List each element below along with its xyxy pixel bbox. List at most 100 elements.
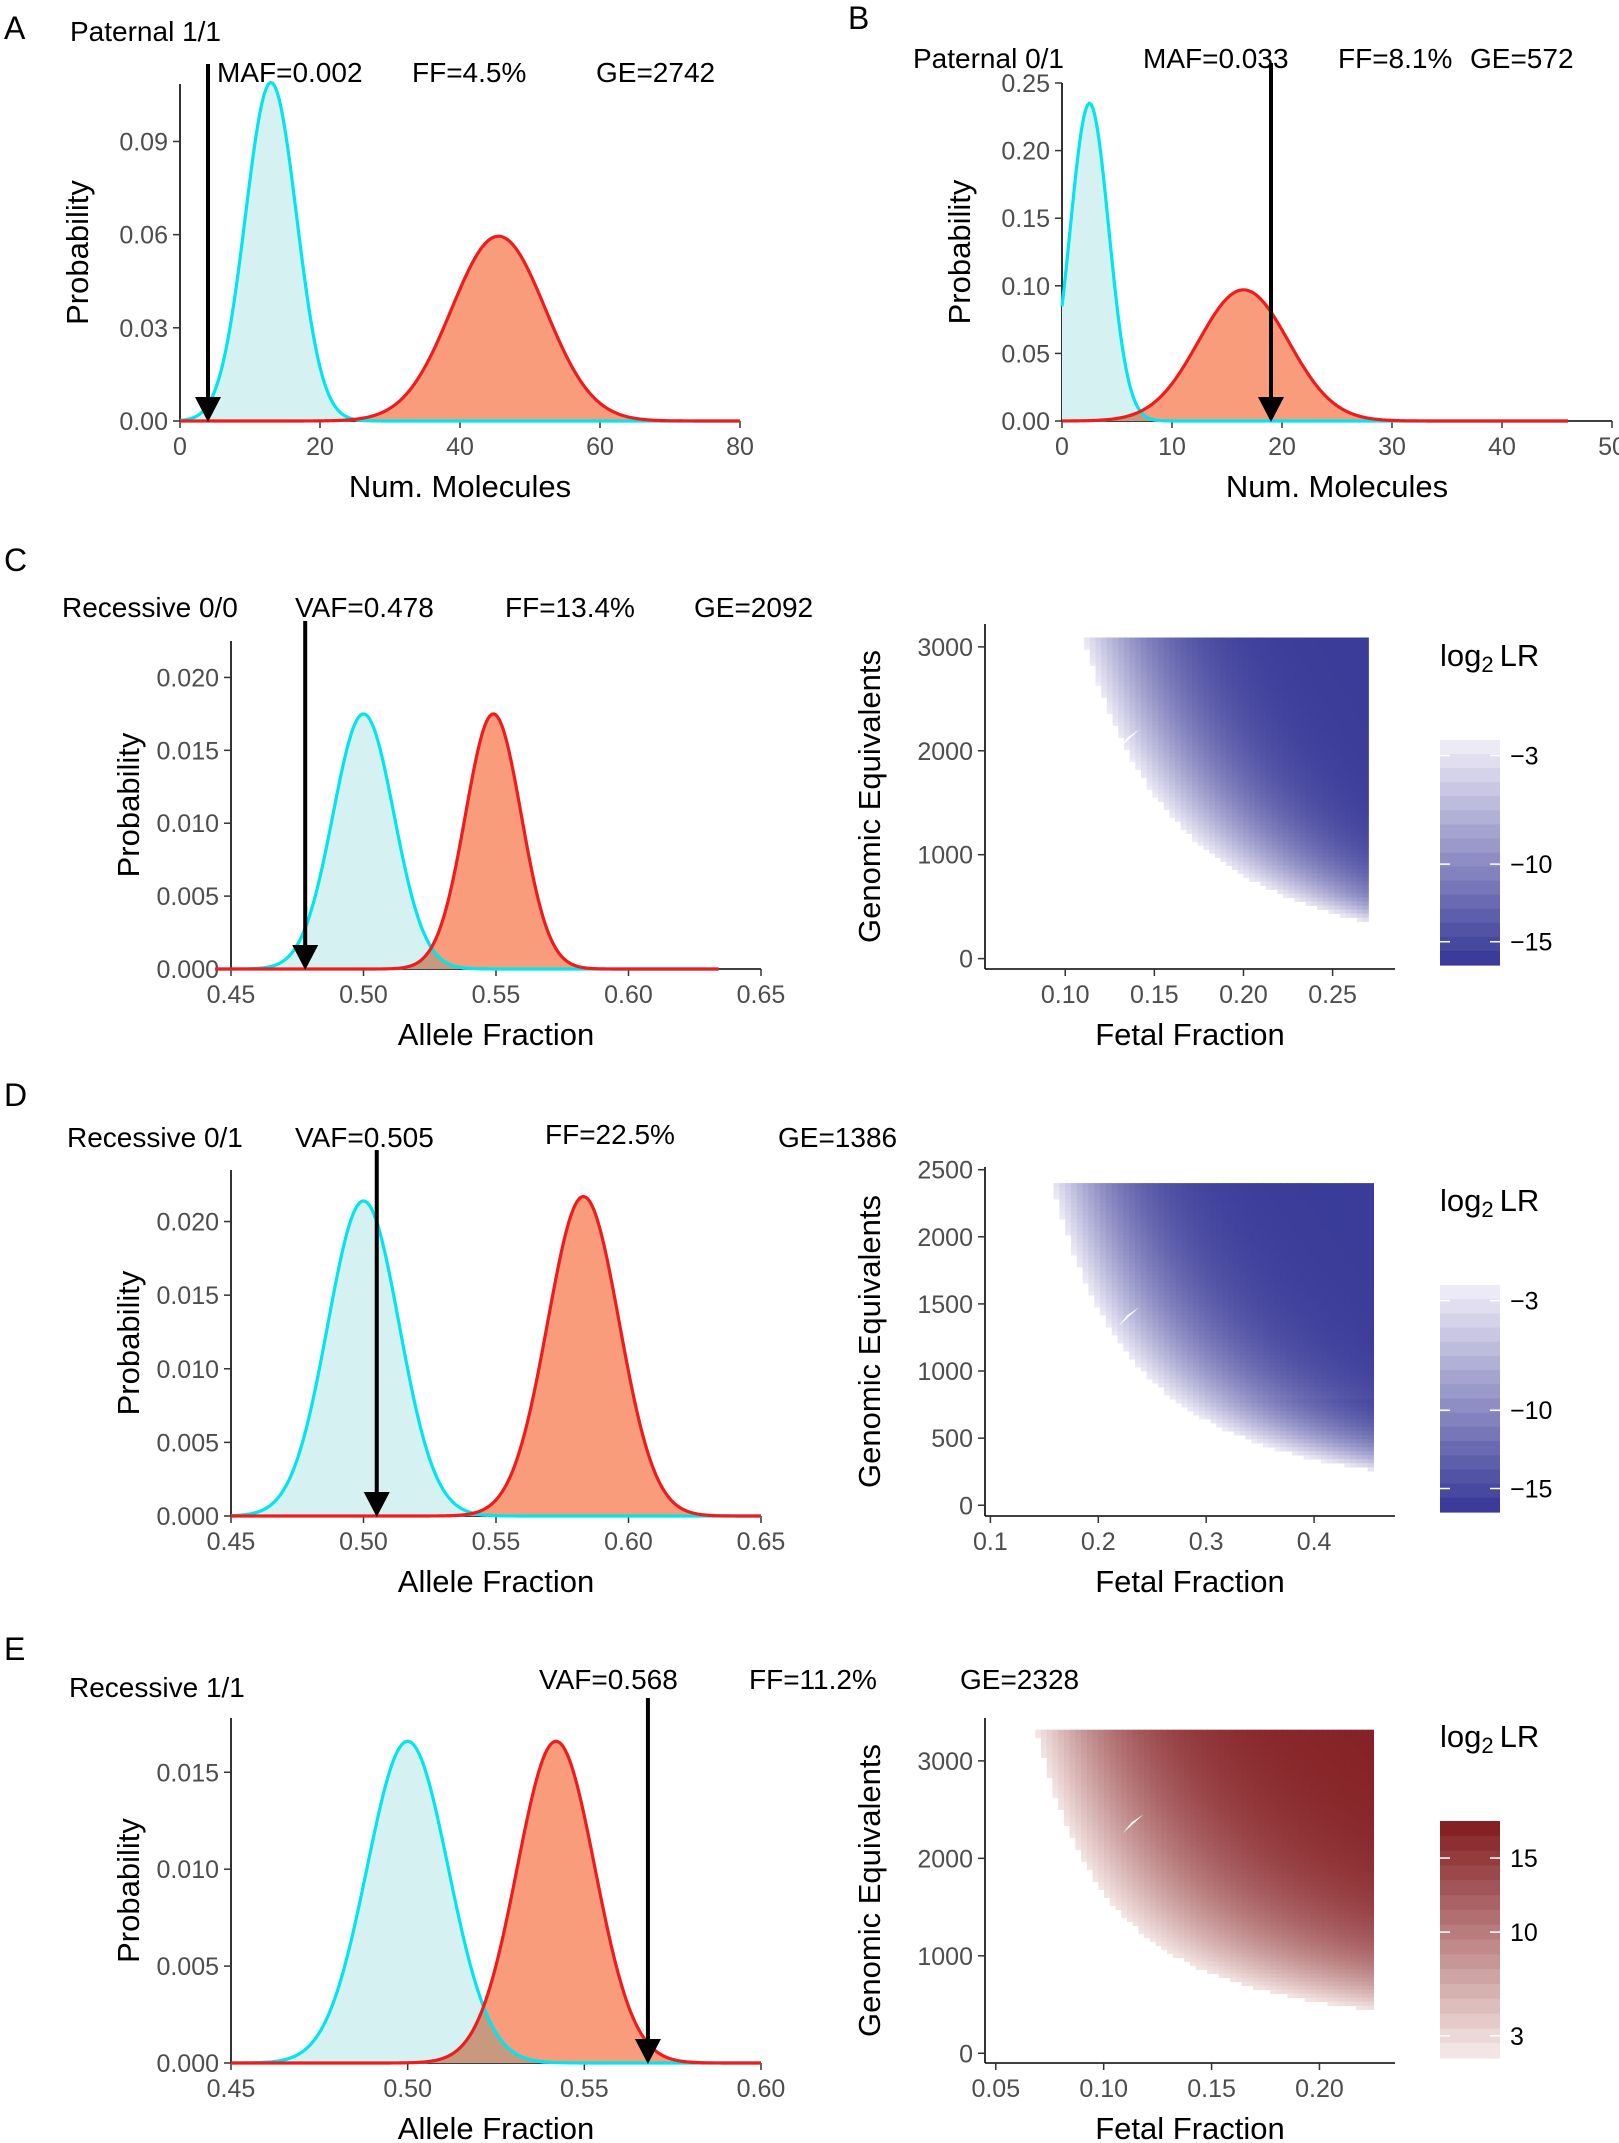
heatmap-cell	[1186, 745, 1193, 750]
heatmap-cell	[1226, 665, 1233, 670]
heatmap-cell	[1158, 713, 1165, 718]
heatmap-cell	[1181, 1235, 1188, 1240]
heatmap-cell	[1231, 677, 1239, 682]
heatmap-cell	[1362, 677, 1369, 682]
heatmap-cell	[1209, 789, 1216, 794]
heatmap-cell	[1254, 641, 1261, 646]
heatmap-cell	[1198, 1251, 1206, 1256]
heatmap-cell	[1283, 781, 1290, 786]
heatmap-cell	[1328, 681, 1335, 686]
heatmap-cell	[1134, 1239, 1142, 1244]
heatmap-cell	[1362, 637, 1369, 642]
heatmap-cell	[1216, 1419, 1223, 1424]
heatmap-cell	[1245, 1363, 1252, 1368]
heatmap-cell	[1322, 813, 1330, 818]
heatmap-cell	[1286, 1291, 1293, 1296]
heatmap-cell	[1203, 669, 1210, 674]
heatmap-cell	[1243, 717, 1250, 722]
heatmap-cell	[1268, 1279, 1276, 1284]
heatmap-cell	[1117, 1223, 1124, 1228]
heatmap-cell	[1140, 1335, 1148, 1340]
heatmap-cell	[1226, 661, 1233, 666]
heatmap-cell	[1216, 1251, 1223, 1256]
heatmap-cell	[1248, 693, 1256, 698]
heatmap-cell	[1231, 657, 1239, 662]
heatmap-cell	[1288, 693, 1295, 698]
heatmap-cell	[1164, 1367, 1171, 1372]
heatmap-cell	[1082, 1211, 1090, 1216]
heatmap-cell	[1095, 649, 1102, 654]
heatmap-cell	[1169, 713, 1176, 718]
heatmap-cell	[1268, 1367, 1276, 1372]
heatmap-cell	[1129, 1247, 1136, 1252]
heatmap-cell	[1193, 1275, 1200, 1280]
heatmap-cell	[1288, 805, 1295, 810]
heatmap-cell	[1294, 865, 1301, 870]
heatmap-cell	[1181, 1319, 1188, 1324]
heatmap-cell	[1317, 709, 1324, 714]
heatmap-cell	[1129, 749, 1136, 754]
heatmap-cell	[1228, 1243, 1235, 1248]
heatmap-cell	[1228, 1191, 1235, 1196]
heatmap-cell	[1317, 757, 1324, 762]
heatmap-cell	[1311, 849, 1318, 854]
heatmap-cell	[1303, 1419, 1311, 1424]
heatmap-cell	[1297, 1227, 1305, 1232]
heatmap-cell	[1065, 1211, 1072, 1216]
heatmap-cell	[1300, 781, 1307, 786]
heatmap-cell	[1226, 805, 1233, 810]
heatmap-cell	[1146, 769, 1153, 774]
heatmap-cell	[1274, 1255, 1281, 1260]
heatmap-cell	[1280, 1411, 1287, 1416]
heatmap-cell	[1356, 889, 1364, 894]
heatmap-cell	[1100, 1307, 1107, 1312]
heatmap-cell	[1076, 1211, 1084, 1216]
heatmap-cell	[1214, 765, 1222, 770]
heatmap-cell	[1181, 1311, 1188, 1316]
heatmap-cell	[1220, 697, 1227, 702]
heatmap-cell	[1311, 817, 1318, 822]
heatmap-cell	[1251, 1347, 1258, 1352]
heatmap-cell	[1283, 877, 1290, 882]
heatmap-cell	[1214, 813, 1222, 818]
heatmap-cell	[1233, 1319, 1241, 1324]
heatmap-cell	[1214, 769, 1222, 774]
heatmap-cell	[1297, 1423, 1305, 1428]
heatmap-cell	[1140, 689, 1148, 694]
heatmap-cell	[1210, 1207, 1217, 1212]
heatmap-cell	[1356, 813, 1364, 818]
heatmap-cell	[1260, 825, 1267, 830]
heatmap-cell	[1356, 809, 1364, 814]
heatmap-cell	[1257, 1279, 1264, 1284]
heatmap-cell	[1193, 1263, 1200, 1268]
heatmap-cell	[1204, 1355, 1212, 1360]
heatmap-cell	[1274, 1439, 1281, 1444]
heatmap-cell	[1233, 1227, 1241, 1232]
heatmap-cell	[1356, 701, 1364, 706]
heatmap-cell	[1158, 1283, 1165, 1288]
heatmap-cell	[1251, 1415, 1258, 1420]
heatmap-cell	[1239, 1279, 1247, 1284]
heatmap-cell	[1300, 817, 1307, 822]
heatmap-cell	[1351, 645, 1358, 650]
heatmap-cell	[1303, 1423, 1311, 1428]
heatmap-cell	[1204, 1191, 1212, 1196]
heatmap-cell	[1214, 645, 1222, 650]
heatmap-cell	[1268, 1287, 1276, 1292]
heatmap-cell	[1129, 1279, 1136, 1284]
heatmap-cell	[1129, 1235, 1136, 1240]
heatmap-cell	[1158, 1363, 1165, 1368]
heatmap-cell	[1268, 1231, 1276, 1236]
heatmap-cell	[1239, 1427, 1247, 1432]
heatmap-cell	[1300, 741, 1307, 746]
panel-e-stat-vaf: VAF=0.568	[539, 1664, 678, 1695]
heatmap-cell	[1146, 689, 1153, 694]
heatmap-cell	[1303, 1219, 1311, 1224]
heatmap-cell	[1210, 1259, 1217, 1264]
heatmap-cell	[1065, 1223, 1072, 1228]
heatmap-cell	[1082, 1263, 1090, 1268]
heatmap-cell	[1198, 1403, 1206, 1408]
heatmap-cell	[1271, 857, 1278, 862]
heatmap-cell	[1309, 1291, 1316, 1296]
heatmap-cell	[1339, 737, 1347, 742]
